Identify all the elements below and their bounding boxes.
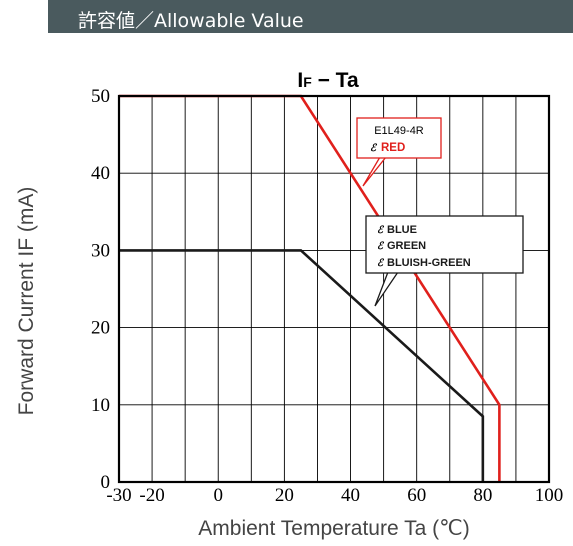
black-callout-box — [365, 215, 524, 274]
plot-frame — [117, 94, 551, 484]
red-callout-pointer — [362, 156, 387, 187]
x-tick-label: 20 — [275, 485, 294, 506]
y-axis-label: Forward Current IF (mA) — [15, 187, 38, 416]
blue-label: BLUE — [387, 224, 417, 236]
series-line-red — [119, 94, 501, 482]
header-bar — [48, 0, 573, 33]
x-tick-label: 60 — [407, 485, 426, 506]
y-tick-labels: 0 10 20 30 40 50 — [91, 86, 110, 493]
red-callout: E1L49-4R ℰ RED — [356, 117, 442, 187]
brand-logo-icon: ℰ — [377, 241, 385, 252]
header-title: 許容値／Allowable Value — [78, 10, 304, 32]
y-tick-label: 30 — [91, 240, 110, 261]
y-tick-label: 0 — [101, 472, 111, 493]
chart-title-sub: F — [303, 74, 312, 90]
red-label: RED — [381, 142, 405, 154]
black-callout-pointer — [374, 271, 399, 307]
red-model-label: E1L49-4R — [374, 125, 424, 137]
y-tick-label: 10 — [91, 395, 110, 416]
x-tick-label: 0 — [213, 485, 223, 506]
y-tick-label: 20 — [91, 318, 110, 339]
brand-logo-icon: ℰ — [377, 225, 385, 236]
series-line-blue-green — [119, 249, 485, 482]
y-tick-label: 50 — [91, 86, 110, 107]
x-axis-label: Ambient Temperature Ta (℃) — [198, 517, 469, 540]
x-tick-label: 40 — [341, 485, 360, 506]
chart-title-rest: − Ta — [312, 69, 359, 92]
x-tick-label: 100 — [535, 485, 564, 506]
black-callout: ℰ BLUE ℰ GREEN ℰ BLUISH-GREEN — [365, 215, 524, 307]
green-label: GREEN — [387, 240, 426, 252]
x-tick-labels: -30 -20 0 20 40 60 80 100 — [106, 485, 563, 506]
brand-logo-icon: ℰ — [370, 143, 378, 154]
x-tick-label: -30 — [106, 485, 131, 506]
brand-logo-icon: ℰ — [377, 258, 385, 269]
y-tick-label: 40 — [91, 163, 110, 184]
red-callout-box — [356, 117, 442, 159]
chart-title: IF − Ta — [297, 69, 359, 92]
x-tick-label: 80 — [473, 485, 492, 506]
chart-title-main: I — [297, 69, 303, 92]
grid — [119, 96, 549, 482]
bluish-green-label: BLUISH-GREEN — [387, 257, 471, 269]
series-lines — [119, 94, 501, 482]
x-tick-label: -20 — [139, 485, 164, 506]
